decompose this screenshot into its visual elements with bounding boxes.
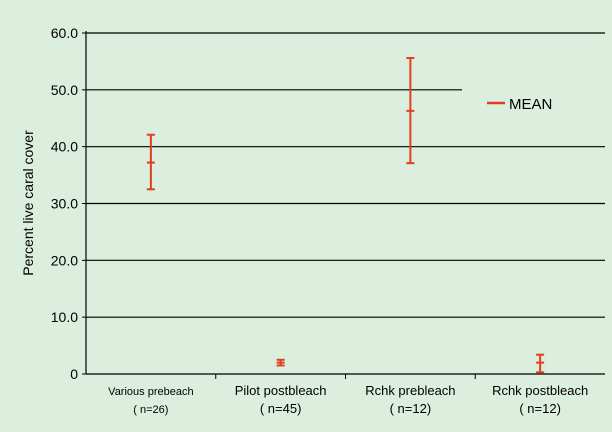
x-tick-label: Rchk prebleach [365,383,455,398]
error-bar [146,133,155,191]
y-tick-label: 40.0 [51,139,78,155]
y-tick-label: 60.0 [51,25,78,41]
x-tick-sublabel: ( n=12) [519,401,561,416]
error-bar [536,353,545,374]
y-tick-label: 0 [70,366,78,382]
x-tick-label: Various prebeach [108,386,193,398]
error-bar [276,358,285,367]
y-tick-label: 20.0 [51,252,78,268]
y-ticks: 0 10.0 20.0 30.0 40.0 50.0 60.0 [51,25,86,382]
y-tick-label: 10.0 [51,309,78,325]
x-ticks: Various prebeach ( n=26) Pilot postbleach (… [108,374,588,416]
gridlines [86,32,605,318]
y-tick-label: 50.0 [51,82,78,98]
x-tick-label: Rchk postbleach [492,383,588,398]
error-bars [146,57,545,374]
x-tick-sublabel: ( n=12) [390,401,432,416]
y-tick-label: 30.0 [51,196,78,212]
legend: MEAN [487,96,552,113]
x-tick-label: Pilot postbleach [235,383,327,398]
error-bar [406,57,415,165]
x-tick-sublabel: ( n=45) [260,401,302,416]
legend-label: MEAN [509,96,552,113]
x-tick-sublabel: ( n=26) [133,404,168,416]
y-axis-label: Percent live caral cover [20,130,36,276]
